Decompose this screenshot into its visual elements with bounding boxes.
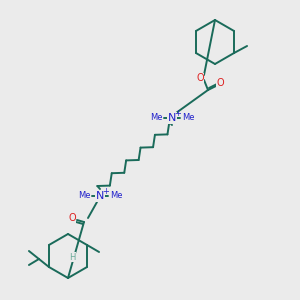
Text: +: + <box>175 109 182 118</box>
Text: O: O <box>68 213 76 223</box>
Text: H: H <box>69 253 75 262</box>
Text: Me: Me <box>110 191 122 200</box>
Text: O: O <box>196 73 204 83</box>
Text: +: + <box>103 187 110 196</box>
Text: Me: Me <box>150 113 162 122</box>
Text: Me: Me <box>78 191 90 200</box>
Text: O: O <box>216 78 224 88</box>
Text: N: N <box>168 113 176 123</box>
Text: N: N <box>96 191 104 201</box>
Text: Me: Me <box>182 113 194 122</box>
